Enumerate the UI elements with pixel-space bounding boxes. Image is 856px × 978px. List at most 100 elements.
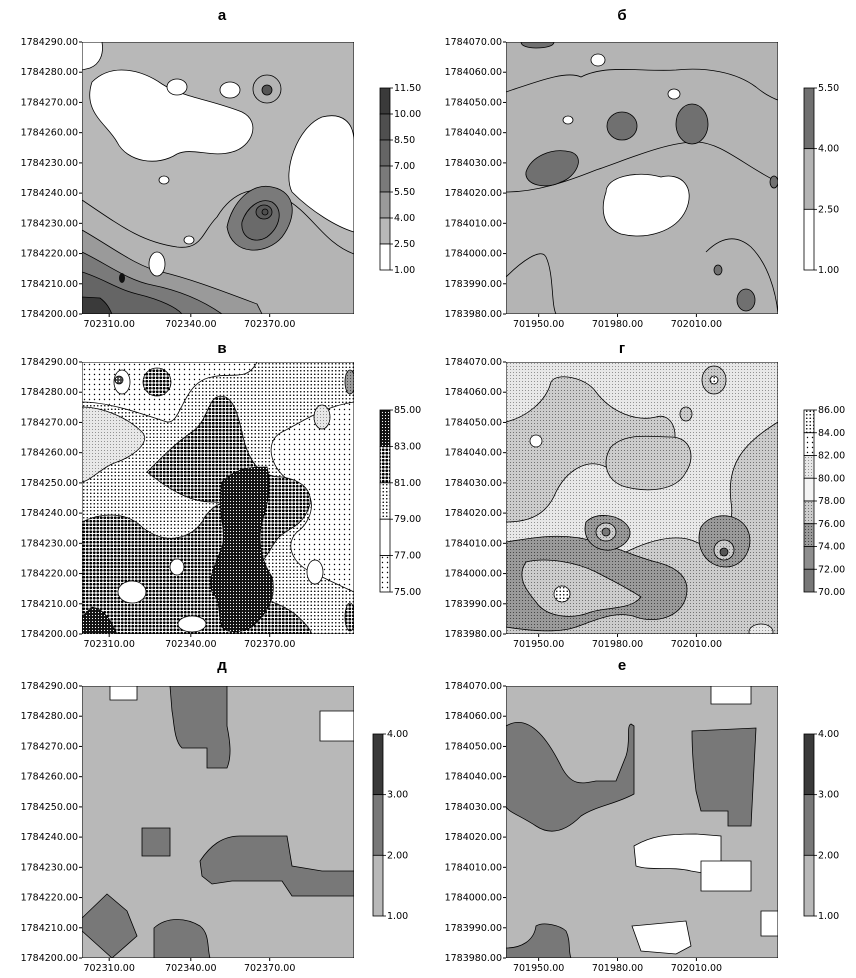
x-tick-label: 702010.00 xyxy=(671,963,722,974)
y-tick-label: 1784010.00 xyxy=(445,862,502,873)
legend-label: 8.50 xyxy=(394,135,415,146)
panel-e-high-1 xyxy=(506,722,635,832)
y-tick-label: 1784020.00 xyxy=(445,832,502,843)
legend-label: 5.50 xyxy=(394,187,415,198)
panel-b-legend: 5.50 4.00 2.50 1.00 xyxy=(803,83,839,276)
panel-v-plot xyxy=(82,362,354,634)
legend-label: 2.00 xyxy=(387,850,408,861)
panel-b-low-zone-1 xyxy=(602,173,690,237)
panel-d-low-2 xyxy=(319,710,354,742)
panel-v-low-5 xyxy=(177,615,207,633)
panel-e: е 1784070.00 1784060.00 1784050.00 1784040.… xyxy=(445,657,840,974)
panel-b-high-zone-7 xyxy=(769,175,778,189)
legend-label: 4.00 xyxy=(818,144,839,155)
y-tick-label: 1784050.00 xyxy=(445,417,502,428)
legend-swatch xyxy=(803,432,815,456)
panel-e-axes: 1784070.00 1784060.00 1784050.00 1784040.00… xyxy=(445,681,723,974)
legend-swatch xyxy=(803,568,815,593)
panel-b-title: б xyxy=(617,7,626,24)
y-tick-label: 1784230.00 xyxy=(21,218,78,229)
panel-b-high-zone-5 xyxy=(736,288,756,312)
y-tick-label: 1783980.00 xyxy=(445,953,502,964)
panel-b-low-zone-3 xyxy=(562,115,574,125)
legend-label: 82.00 xyxy=(818,451,845,462)
y-tick-label: 1783980.00 xyxy=(445,309,502,320)
panel-a-low-zone-5 xyxy=(219,81,241,99)
panel-a-title: а xyxy=(218,7,227,24)
x-tick-label: 701950.00 xyxy=(513,639,564,650)
legend-label: 74.00 xyxy=(818,542,845,553)
legend-label: 84.00 xyxy=(818,428,845,439)
y-tick-label: 1784000.00 xyxy=(445,249,502,260)
legend-swatch xyxy=(372,794,384,856)
legend-swatch xyxy=(803,477,815,502)
y-tick-label: 1784030.00 xyxy=(445,158,502,169)
y-tick-label: 1784040.00 xyxy=(445,448,502,459)
panel-g-zone-78b xyxy=(605,435,692,491)
y-tick-label: 1784240.00 xyxy=(21,508,78,519)
legend-swatch xyxy=(803,87,815,150)
y-tick-label: 1783990.00 xyxy=(445,599,502,610)
panel-a-legend: 11.50 10.00 8.50 7.00 5.50 4.00 2.50 1.00 xyxy=(379,83,421,276)
y-tick-label: 1784230.00 xyxy=(21,158,78,169)
panel-b-high-zone-3 xyxy=(675,103,709,145)
legend-label: 1.00 xyxy=(394,265,415,276)
y-tick-label: 1784030.00 xyxy=(445,478,502,489)
legend-swatch xyxy=(379,409,391,447)
panel-d-plot xyxy=(82,686,354,958)
legend-label: 5.50 xyxy=(818,83,839,94)
panel-v-low-4 xyxy=(169,558,185,576)
panel-g-low-1 xyxy=(529,434,543,448)
y-tick-label: 1784010.00 xyxy=(445,538,502,549)
legend-label: 70.00 xyxy=(818,587,845,598)
y-tick-label: 1784250.00 xyxy=(21,802,78,813)
legend-swatch xyxy=(379,113,391,141)
y-tick-label: 1784280.00 xyxy=(21,387,78,398)
legend-label: 11.50 xyxy=(394,83,421,94)
y-tick-label: 1784200.00 xyxy=(21,629,78,640)
legend-swatch xyxy=(803,148,815,210)
panel-b-plot xyxy=(506,42,778,314)
legend-swatch xyxy=(379,518,391,557)
panel-d-high-4 xyxy=(82,893,138,958)
legend-swatch xyxy=(803,500,815,525)
y-tick-label: 1784060.00 xyxy=(445,711,502,722)
y-tick-label: 1784220.00 xyxy=(21,249,78,260)
panel-e-low-2 xyxy=(633,833,722,877)
panel-v-axes: 1784290.00 1784280.00 1784270.00 1784260.00… xyxy=(21,357,296,650)
panel-v-zone-79a xyxy=(82,406,145,483)
panel-b-axes: 1784070.00 1784060.00 1784050.00 1784040.00… xyxy=(445,37,723,330)
y-tick-label: 1784200.00 xyxy=(21,953,78,964)
panel-a-low-zone-8 xyxy=(183,235,195,245)
legend-swatch xyxy=(803,208,815,271)
panel-b: б 1784070.00 1784060.00 1784050.00 1784040.… xyxy=(445,7,840,330)
panel-v-low-2 xyxy=(313,404,331,430)
panel-v-title: в xyxy=(217,340,226,357)
panel-a-hill-4 xyxy=(261,208,269,216)
panel-a-low-zone-3 xyxy=(82,42,103,71)
y-tick-label: 1784230.00 xyxy=(21,862,78,873)
y-tick-label: 1784060.00 xyxy=(445,67,502,78)
legend-label: 1.00 xyxy=(818,265,839,276)
x-tick-label: 702310.00 xyxy=(84,639,135,650)
x-tick-label: 702370.00 xyxy=(244,639,295,650)
legend-swatch xyxy=(379,217,391,245)
legend-label: 2.00 xyxy=(818,850,839,861)
x-tick-label: 702370.00 xyxy=(244,319,295,330)
legend-swatch xyxy=(379,87,391,115)
legend-swatch xyxy=(379,165,391,193)
y-tick-label: 1784280.00 xyxy=(21,711,78,722)
y-tick-label: 1784260.00 xyxy=(21,448,78,459)
x-tick-label: 702010.00 xyxy=(671,319,722,330)
panel-g-zone-78 xyxy=(506,376,676,523)
panel-b-low-zone-2 xyxy=(590,53,606,67)
panel-v-low-6 xyxy=(306,559,324,585)
x-tick-label: 702370.00 xyxy=(244,963,295,974)
y-tick-label: 1784040.00 xyxy=(445,128,502,139)
legend-label: 2.50 xyxy=(818,204,839,215)
panel-b-low-zone-4 xyxy=(667,88,681,100)
panel-b-isoline-1 xyxy=(506,68,778,101)
y-tick-label: 1784000.00 xyxy=(445,569,502,580)
y-tick-label: 1784260.00 xyxy=(21,772,78,783)
panel-a-low-zone-1 xyxy=(89,69,254,162)
